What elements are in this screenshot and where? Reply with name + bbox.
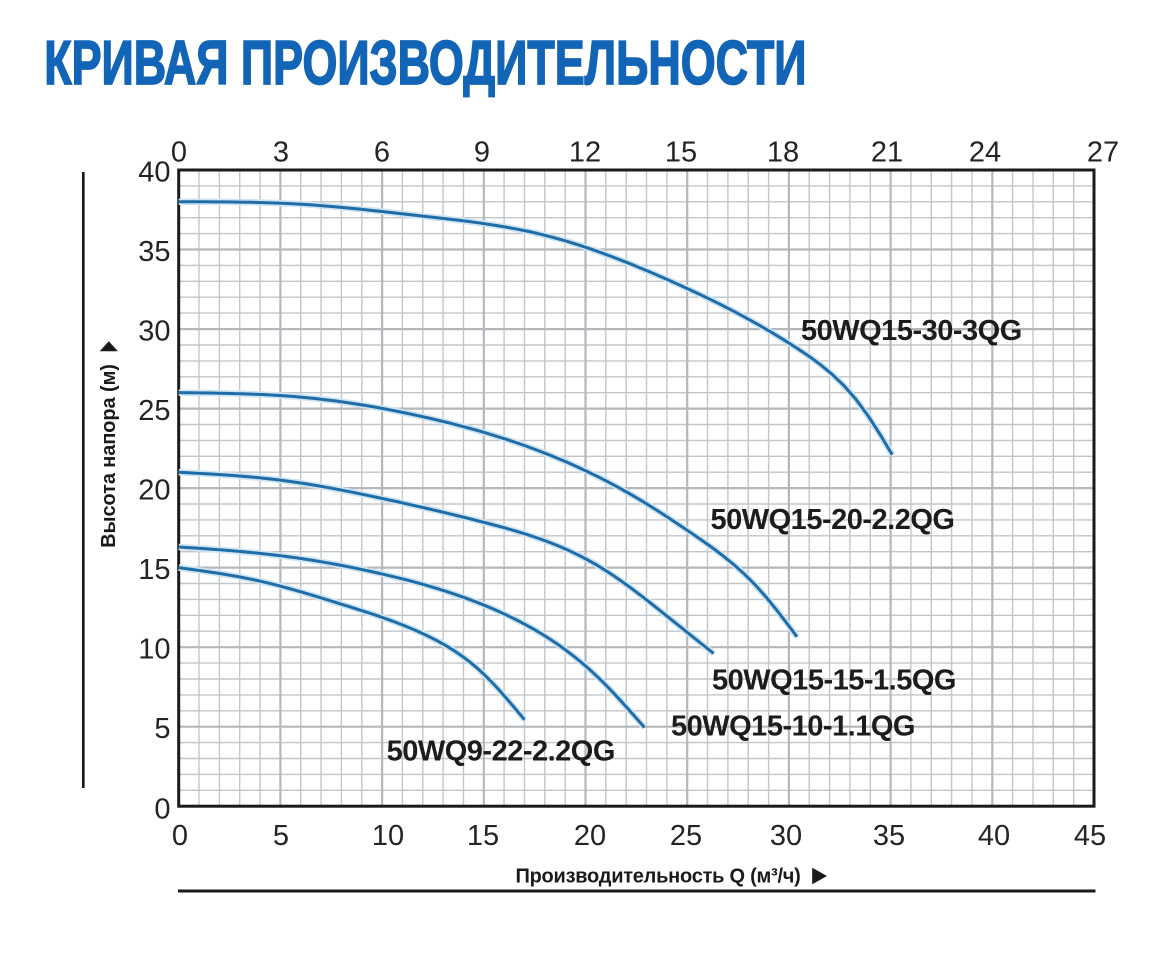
svg-text:40: 40 (138, 156, 170, 188)
svg-text:КРИВАЯ ПРОИЗВОДИТЕЛЬНОСТИ: КРИВАЯ ПРОИЗВОДИТЕЛЬНОСТИ (44, 29, 806, 98)
svg-text:18: 18 (767, 137, 799, 169)
svg-text:9: 9 (474, 137, 490, 169)
svg-text:50WQ15-30-3QG: 50WQ15-30-3QG (801, 315, 1022, 347)
svg-text:20: 20 (138, 474, 170, 506)
svg-text:5: 5 (154, 713, 170, 745)
svg-text:45: 45 (1074, 820, 1106, 852)
svg-text:50WQ15-10-1.1QG: 50WQ15-10-1.1QG (671, 711, 915, 743)
svg-text:Производительность Q (м³/ч): Производительность Q (м³/ч) (515, 866, 800, 888)
svg-text:10: 10 (138, 633, 170, 665)
svg-text:0: 0 (172, 820, 188, 852)
svg-text:20: 20 (574, 820, 606, 852)
svg-text:12: 12 (569, 137, 601, 169)
svg-text:27: 27 (1087, 137, 1119, 169)
svg-text:21: 21 (871, 137, 903, 169)
svg-text:10: 10 (372, 820, 404, 852)
svg-text:40: 40 (978, 820, 1010, 852)
svg-text:6: 6 (374, 137, 390, 169)
svg-text:30: 30 (770, 820, 802, 852)
svg-text:15: 15 (467, 820, 499, 852)
svg-text:15: 15 (138, 554, 170, 586)
svg-text:3: 3 (273, 137, 289, 169)
svg-text:0: 0 (171, 137, 187, 169)
svg-text:50WQ15-15-1.5QG: 50WQ15-15-1.5QG (712, 665, 956, 697)
svg-text:50WQ15-20-2.2QG: 50WQ15-20-2.2QG (711, 504, 955, 536)
svg-text:35: 35 (873, 820, 905, 852)
svg-text:24: 24 (969, 137, 1001, 169)
svg-text:15: 15 (665, 137, 697, 169)
svg-text:25: 25 (670, 820, 702, 852)
svg-text:0: 0 (154, 793, 170, 825)
svg-text:5: 5 (273, 820, 289, 852)
svg-text:30: 30 (138, 315, 170, 347)
svg-text:35: 35 (138, 236, 170, 268)
svg-text:Высота напора (м): Высота напора (м) (98, 364, 120, 548)
svg-text:25: 25 (138, 395, 170, 427)
svg-text:50WQ9-22-2.2QG: 50WQ9-22-2.2QG (387, 736, 615, 768)
